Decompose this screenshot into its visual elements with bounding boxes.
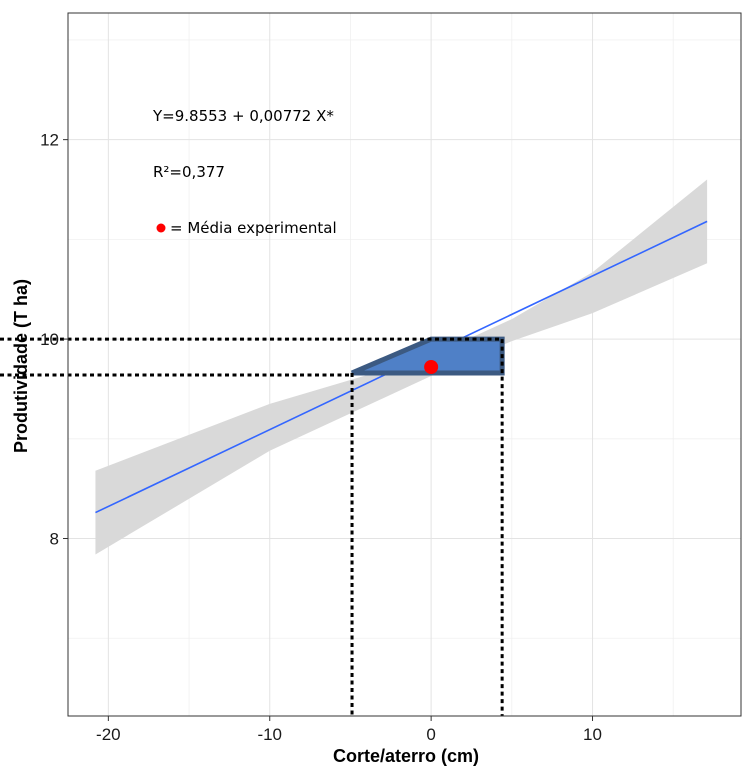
x-tick-label: 0 bbox=[426, 725, 435, 744]
mean-point-marker bbox=[424, 359, 439, 374]
r-squared-annotation: R²=0,377 bbox=[153, 163, 225, 181]
y-axis-ticks: 8 10 12 bbox=[40, 131, 68, 549]
y-tick-label: 12 bbox=[40, 131, 59, 150]
y-axis-title: Produtividade (T ha) bbox=[11, 279, 31, 453]
guide-lines bbox=[0, 337, 504, 716]
mean-point bbox=[424, 359, 439, 374]
equation-annotation: Y=9.8553 + 0,00772 X* bbox=[152, 107, 334, 125]
x-axis-title: Corte/aterro (cm) bbox=[333, 746, 479, 766]
x-axis-ticks: -20 -10 0 10 bbox=[96, 716, 602, 744]
legend-mean-marker bbox=[156, 223, 166, 233]
y-tick-label: 8 bbox=[50, 530, 59, 549]
x-tick-label: -20 bbox=[96, 725, 121, 744]
y-tick-label: 10 bbox=[40, 330, 59, 349]
x-tick-label: 10 bbox=[583, 725, 602, 744]
legend-mean-label: = Média experimental bbox=[170, 219, 337, 237]
plot-panel-border bbox=[67, 12, 742, 717]
x-tick-label: -10 bbox=[257, 725, 282, 744]
